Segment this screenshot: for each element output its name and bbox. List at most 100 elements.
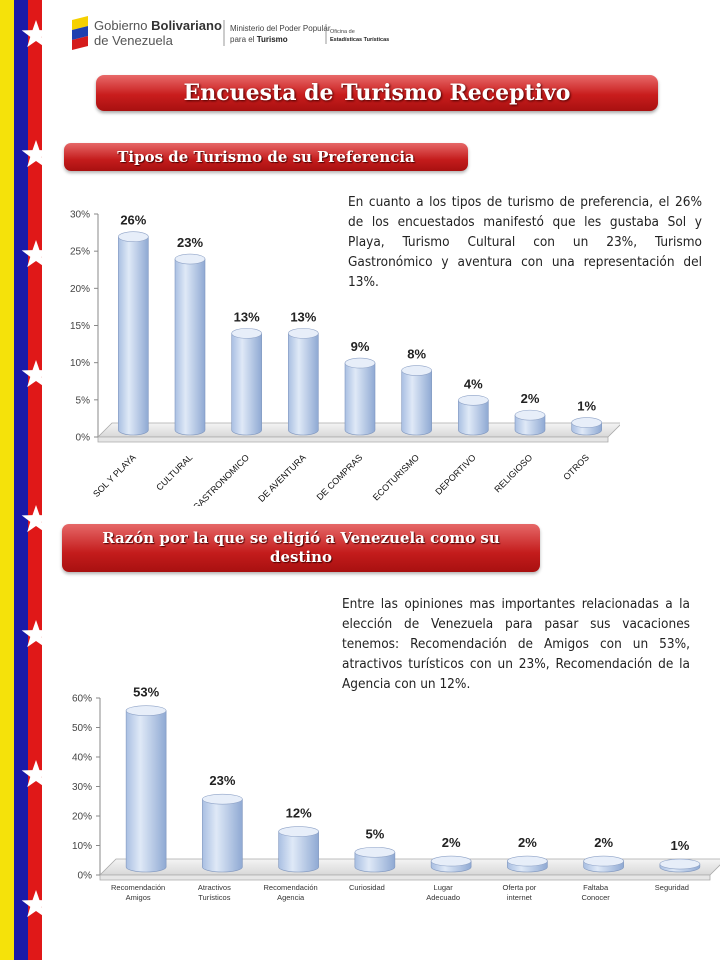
section2-title-line2: destino (269, 548, 332, 566)
bar-top (231, 328, 262, 339)
section1-paragraph: En cuanto a los tipos de turismo de pref… (348, 194, 702, 290)
bar-top (514, 409, 546, 421)
bar-body (401, 370, 432, 436)
destination-reason-chart: 0%10%20%30%40%50%60% 53%RecomendaciónAmig… (72, 685, 720, 902)
flag-star-icon (21, 505, 51, 533)
x-category-label: Recomendación (111, 883, 165, 892)
flag-star-icon (21, 240, 51, 268)
bar (202, 793, 243, 873)
x-category-label: Faltaba (583, 883, 609, 892)
data-label: 26% (120, 213, 146, 228)
y-tick-label: 0% (76, 433, 91, 444)
data-label: 2% (594, 835, 613, 850)
bar (354, 846, 396, 873)
data-label: 23% (177, 235, 203, 250)
bar-body (125, 710, 167, 873)
y-tick-label: 30% (70, 210, 90, 221)
bar (514, 409, 546, 436)
bar-top (430, 855, 472, 867)
bar-top (278, 826, 319, 837)
data-label: 8% (407, 347, 426, 362)
bar-top (344, 357, 376, 369)
y-tick-label: 30% (72, 782, 92, 793)
bar-body (288, 333, 319, 436)
chart-floor-edge (99, 874, 711, 881)
chart-floor (99, 858, 720, 876)
bar-body (202, 798, 243, 873)
y-tick-label: 20% (70, 284, 90, 295)
government-header: Gobierno Bolivariano de Venezuela Minist… (70, 14, 400, 50)
bar-body (231, 333, 262, 436)
bar-body (344, 362, 376, 436)
section2-title-line1: Razón por la que se eligió a Venezuela c… (102, 529, 500, 547)
data-label: 23% (209, 773, 235, 788)
flag-yellow-stripe (0, 0, 14, 960)
logo-org-line2: de Venezuela (94, 33, 174, 48)
bar-body (458, 399, 489, 436)
flag-blue-stripe (14, 0, 28, 960)
data-label: 53% (133, 685, 159, 700)
bar (231, 328, 262, 436)
x-category-label: Turísticos (198, 893, 230, 902)
data-label: 2% (518, 835, 537, 850)
y-tick-label: 0% (78, 871, 93, 882)
government-logo: Gobierno Bolivariano de Venezuela Minist… (72, 16, 389, 50)
x-category-label: CULTURAL (154, 452, 194, 492)
page-title: Encuesta de Turismo Receptivo (96, 75, 658, 111)
y-tick-label: 50% (72, 723, 92, 734)
flag-star-icon (21, 140, 51, 168)
bar-top (174, 253, 206, 265)
bar-top (401, 365, 432, 376)
logo-org-line1: Gobierno Bolivariano (94, 18, 222, 33)
x-category-label: Oferta por (502, 883, 536, 892)
x-category-label: SOL Y PLAYA (91, 452, 138, 499)
flag-star-icon (21, 360, 51, 388)
bar (583, 855, 624, 873)
flag-red-stripe (28, 0, 42, 960)
x-category-label: Recomendación (264, 883, 318, 892)
section1-title: Tipos de Turismo de su Preferencia (64, 143, 468, 171)
logo-flag-blue (72, 26, 88, 40)
y-tick-label: 40% (72, 753, 92, 764)
bar (344, 357, 376, 436)
logo-office-line1: Oficina de (330, 29, 355, 35)
bar (118, 231, 149, 436)
flag-star-icon (21, 620, 51, 648)
x-category-label: ECOTURISMO (371, 452, 421, 502)
x-category-label: Atractivos (198, 883, 231, 892)
data-label: 1% (670, 838, 689, 853)
x-category-label: Adecuado (426, 893, 460, 902)
logo-office-line2: Estadísticas Turísticas (330, 37, 389, 43)
flag-star-icon (21, 890, 51, 918)
x-category-label: Lugar (434, 883, 454, 892)
bar-body (354, 851, 396, 873)
bar-top (583, 855, 624, 867)
logo-ministry-line1: Ministerio del Poder Popular (230, 24, 331, 33)
logo-flag-yellow (72, 16, 88, 30)
bar (125, 705, 167, 873)
section2-paragraph: Entre las opiniones mas importantes rela… (342, 596, 690, 692)
logo-ministry-line2: para el Turismo (230, 35, 288, 44)
data-label: 1% (577, 399, 596, 414)
x-category-label: DE COMPRAS (315, 452, 365, 502)
x-category-label: DEPORTIVO (433, 452, 477, 496)
y-tick-label: 5% (76, 395, 91, 406)
x-category-label: Amigos (126, 893, 151, 902)
bar-top (125, 705, 167, 716)
flag-star-icon (21, 20, 51, 48)
bar-top (118, 231, 149, 243)
x-category-label: Seguridad (655, 883, 689, 892)
bar-top (354, 846, 396, 858)
data-label: 5% (365, 826, 384, 841)
x-category-label: GASTRONOMICO (191, 452, 251, 506)
x-category-label: Agencia (277, 893, 305, 902)
x-category-label: RELIGIOSO (492, 452, 534, 494)
data-label: 12% (286, 806, 312, 821)
y-tick-label: 10% (72, 841, 92, 852)
y-tick-label: 15% (70, 321, 90, 332)
x-category-label: OTROS (561, 452, 591, 482)
bar (571, 417, 602, 436)
bar-top (202, 793, 243, 805)
x-category-label: DE AVENTURA (256, 452, 308, 504)
y-tick-label: 60% (72, 694, 92, 705)
